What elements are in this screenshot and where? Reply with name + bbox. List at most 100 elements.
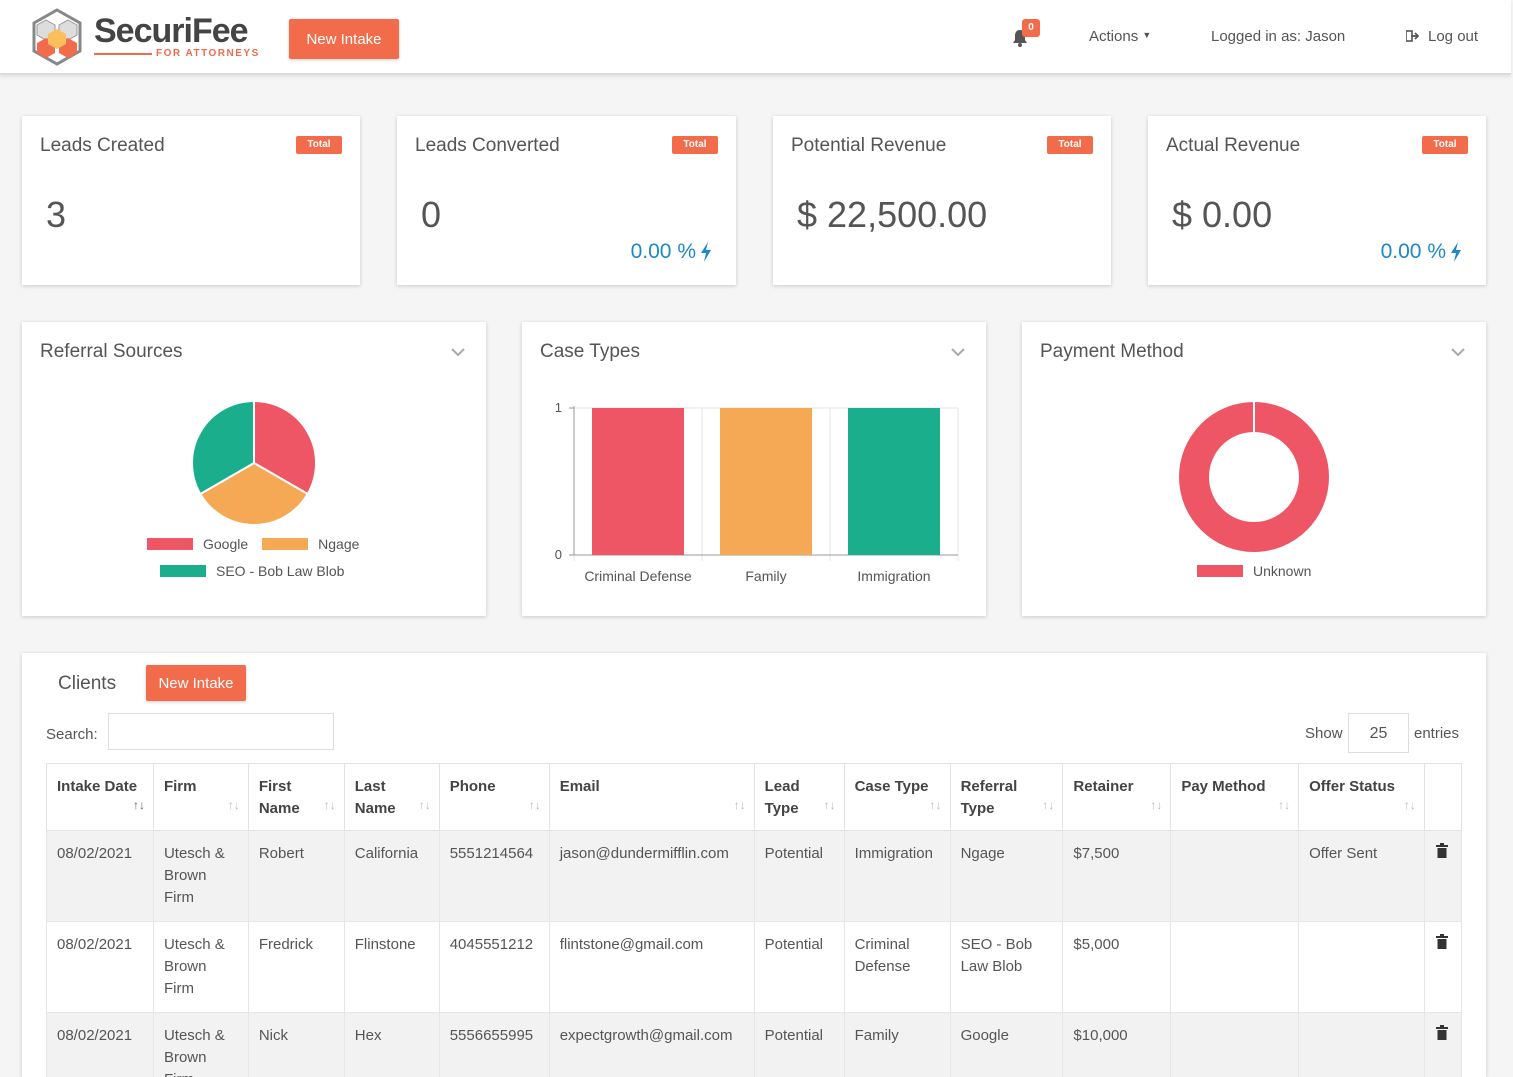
table-cell: Fredrick <box>247 921 345 1013</box>
x-tick-label: Criminal Defense <box>584 568 692 584</box>
sort-icon[interactable]: ↑↓ <box>227 798 240 812</box>
table-cell: Potential <box>753 1012 845 1077</box>
table-cell <box>1170 921 1300 1013</box>
table-cell: 08/02/2021 <box>46 1012 154 1077</box>
stat-title: Leads Converted <box>415 135 560 156</box>
chart-title: Referral Sources <box>40 341 183 362</box>
total-badge: Total <box>672 136 718 154</box>
referral-pie-chart <box>191 399 317 526</box>
chevron-down-icon[interactable] <box>950 344 966 360</box>
column-header[interactable]: Phone ↑↓ <box>438 763 550 831</box>
notification-badge: 0 <box>1022 19 1040 37</box>
brand-subtitle: FOR ATTORNEYS <box>156 48 260 59</box>
percent-value: 0.00 % <box>1380 240 1446 263</box>
sort-icon[interactable]: ↑↓ <box>528 798 541 812</box>
table-cell: $10,000 <box>1062 1012 1172 1077</box>
legend-swatch <box>1197 565 1243 577</box>
bolt-icon <box>701 242 711 262</box>
column-header-label: Referral Type <box>960 778 1018 817</box>
column-header[interactable]: Intake Date ↑↓ <box>46 763 154 831</box>
trash-icon[interactable] <box>1435 934 1449 950</box>
column-header[interactable]: Last Name ↑↓ <box>343 763 440 831</box>
table-row[interactable]: 08/02/2021 Utesch & Brown Firm Fredrick Fli… <box>46 921 1463 1013</box>
table-cell: Potential <box>753 921 845 1013</box>
column-header[interactable]: Email ↑↓ <box>548 763 755 831</box>
sort-icon[interactable]: ↑↓ <box>132 798 145 812</box>
column-header[interactable]: Case Type ↑↓ <box>843 763 951 831</box>
sort-icon[interactable]: ↑↓ <box>1042 798 1055 812</box>
column-header[interactable]: Lead Type ↑↓ <box>753 763 845 831</box>
brand-name: SecuriFee <box>94 12 249 50</box>
logo[interactable]: SecuriFee FOR ATTORNEYS <box>26 8 266 66</box>
column-header[interactable]: Offer Status ↑↓ <box>1298 763 1425 831</box>
sort-icon[interactable]: ↑↓ <box>1278 798 1291 812</box>
table-cell: Criminal Defense <box>843 921 951 1013</box>
legend-row: Unknown <box>1197 563 1311 579</box>
sort-icon[interactable]: ↑↓ <box>418 798 431 812</box>
stat-title: Leads Created <box>40 135 165 156</box>
column-header-label: Last Name <box>354 778 396 817</box>
y-tick-label: 1 <box>555 400 562 415</box>
actions-dropdown[interactable]: Actions ▼ <box>1089 28 1151 45</box>
column-header[interactable]: Retainer ↑↓ <box>1062 763 1172 831</box>
trash-icon[interactable] <box>1435 1025 1449 1041</box>
table-cell: Immigration <box>843 830 951 922</box>
percent-value: 0.00 % <box>630 240 696 263</box>
stat-card-leads-converted: Leads Converted Total 0 0.00 % <box>397 116 736 285</box>
conversion-percent: 0.00 % <box>631 240 712 264</box>
table-cell: 4045551212 <box>438 921 550 1013</box>
sort-icon[interactable]: ↑↓ <box>1403 798 1416 812</box>
table-cell: SEO - Bob Law Blob <box>949 921 1064 1013</box>
brand-underline <box>94 53 152 55</box>
legend-label: SEO - Bob Law Blob <box>216 563 345 579</box>
sort-icon[interactable]: ↑↓ <box>929 798 942 812</box>
column-header-label: Retainer <box>1073 778 1134 795</box>
sort-icon[interactable]: ↑↓ <box>733 798 746 812</box>
sort-icon[interactable]: ↑↓ <box>1150 798 1163 812</box>
header-new-intake-button[interactable]: New Intake <box>289 19 399 59</box>
y-tick-label: 0 <box>555 547 562 562</box>
table-cell: $5,000 <box>1062 921 1172 1013</box>
legend-label: Google <box>203 536 249 552</box>
column-header[interactable]: First Name ↑↓ <box>247 763 345 831</box>
table-cell <box>1298 1012 1425 1077</box>
total-badge: Total <box>1047 136 1093 154</box>
table-cell: Ngage <box>949 830 1064 922</box>
stat-card-actual-revenue: Actual Revenue Total $ 0.00 0.00 % <box>1148 116 1486 285</box>
bar <box>720 408 812 555</box>
table-cell: Google <box>949 1012 1064 1077</box>
pie-slice <box>191 399 255 496</box>
trash-icon[interactable] <box>1435 843 1449 859</box>
referral-sources-card: Referral Sources Google Ngage SEO - Bob … <box>22 322 486 616</box>
clients-title: Clients <box>58 673 117 694</box>
payment-donut-chart <box>1179 402 1329 552</box>
stat-value: $ 22,500.00 <box>797 194 988 235</box>
search-input[interactable] <box>108 713 334 750</box>
sort-icon[interactable]: ↑↓ <box>323 798 336 812</box>
table-cell: Nick <box>247 1012 345 1077</box>
hexagon-logo-icon <box>32 8 82 66</box>
stat-title: Potential Revenue <box>791 135 947 156</box>
revenue-percent: 0.00 % <box>1381 240 1462 264</box>
show-label: Show <box>1305 725 1343 742</box>
clients-new-intake-button[interactable]: New Intake <box>146 665 246 701</box>
legend-label: Ngage <box>318 536 360 552</box>
sort-icon[interactable]: ↑↓ <box>823 798 836 812</box>
case-types-bar-chart: 0 1 Criminal Defense Family Immigration <box>555 400 959 584</box>
actions-label: Actions <box>1089 28 1139 45</box>
column-header-label: Offer Status <box>1309 778 1395 795</box>
legend-row: SEO - Bob Law Blob <box>160 563 344 579</box>
column-header[interactable]: Referral Type ↑↓ <box>949 763 1064 831</box>
legend-swatch <box>160 565 206 577</box>
table-cell <box>1170 1012 1300 1077</box>
chevron-down-icon[interactable] <box>1450 344 1466 360</box>
chevron-down-icon[interactable] <box>450 344 466 360</box>
table-row[interactable]: 08/02/2021 Utesch & Brown Firm Robert Calif… <box>46 830 1463 922</box>
entries-select[interactable]: 25 <box>1348 713 1409 753</box>
logout-link[interactable]: Log out <box>1405 28 1478 45</box>
stat-card-potential-revenue: Potential Revenue Total $ 22,500.00 <box>773 116 1111 285</box>
column-header[interactable]: Pay Method ↑↓ <box>1170 763 1300 831</box>
column-header[interactable]: Firm ↑↓ <box>152 763 249 831</box>
stat-value: $ 0.00 <box>1172 194 1273 235</box>
